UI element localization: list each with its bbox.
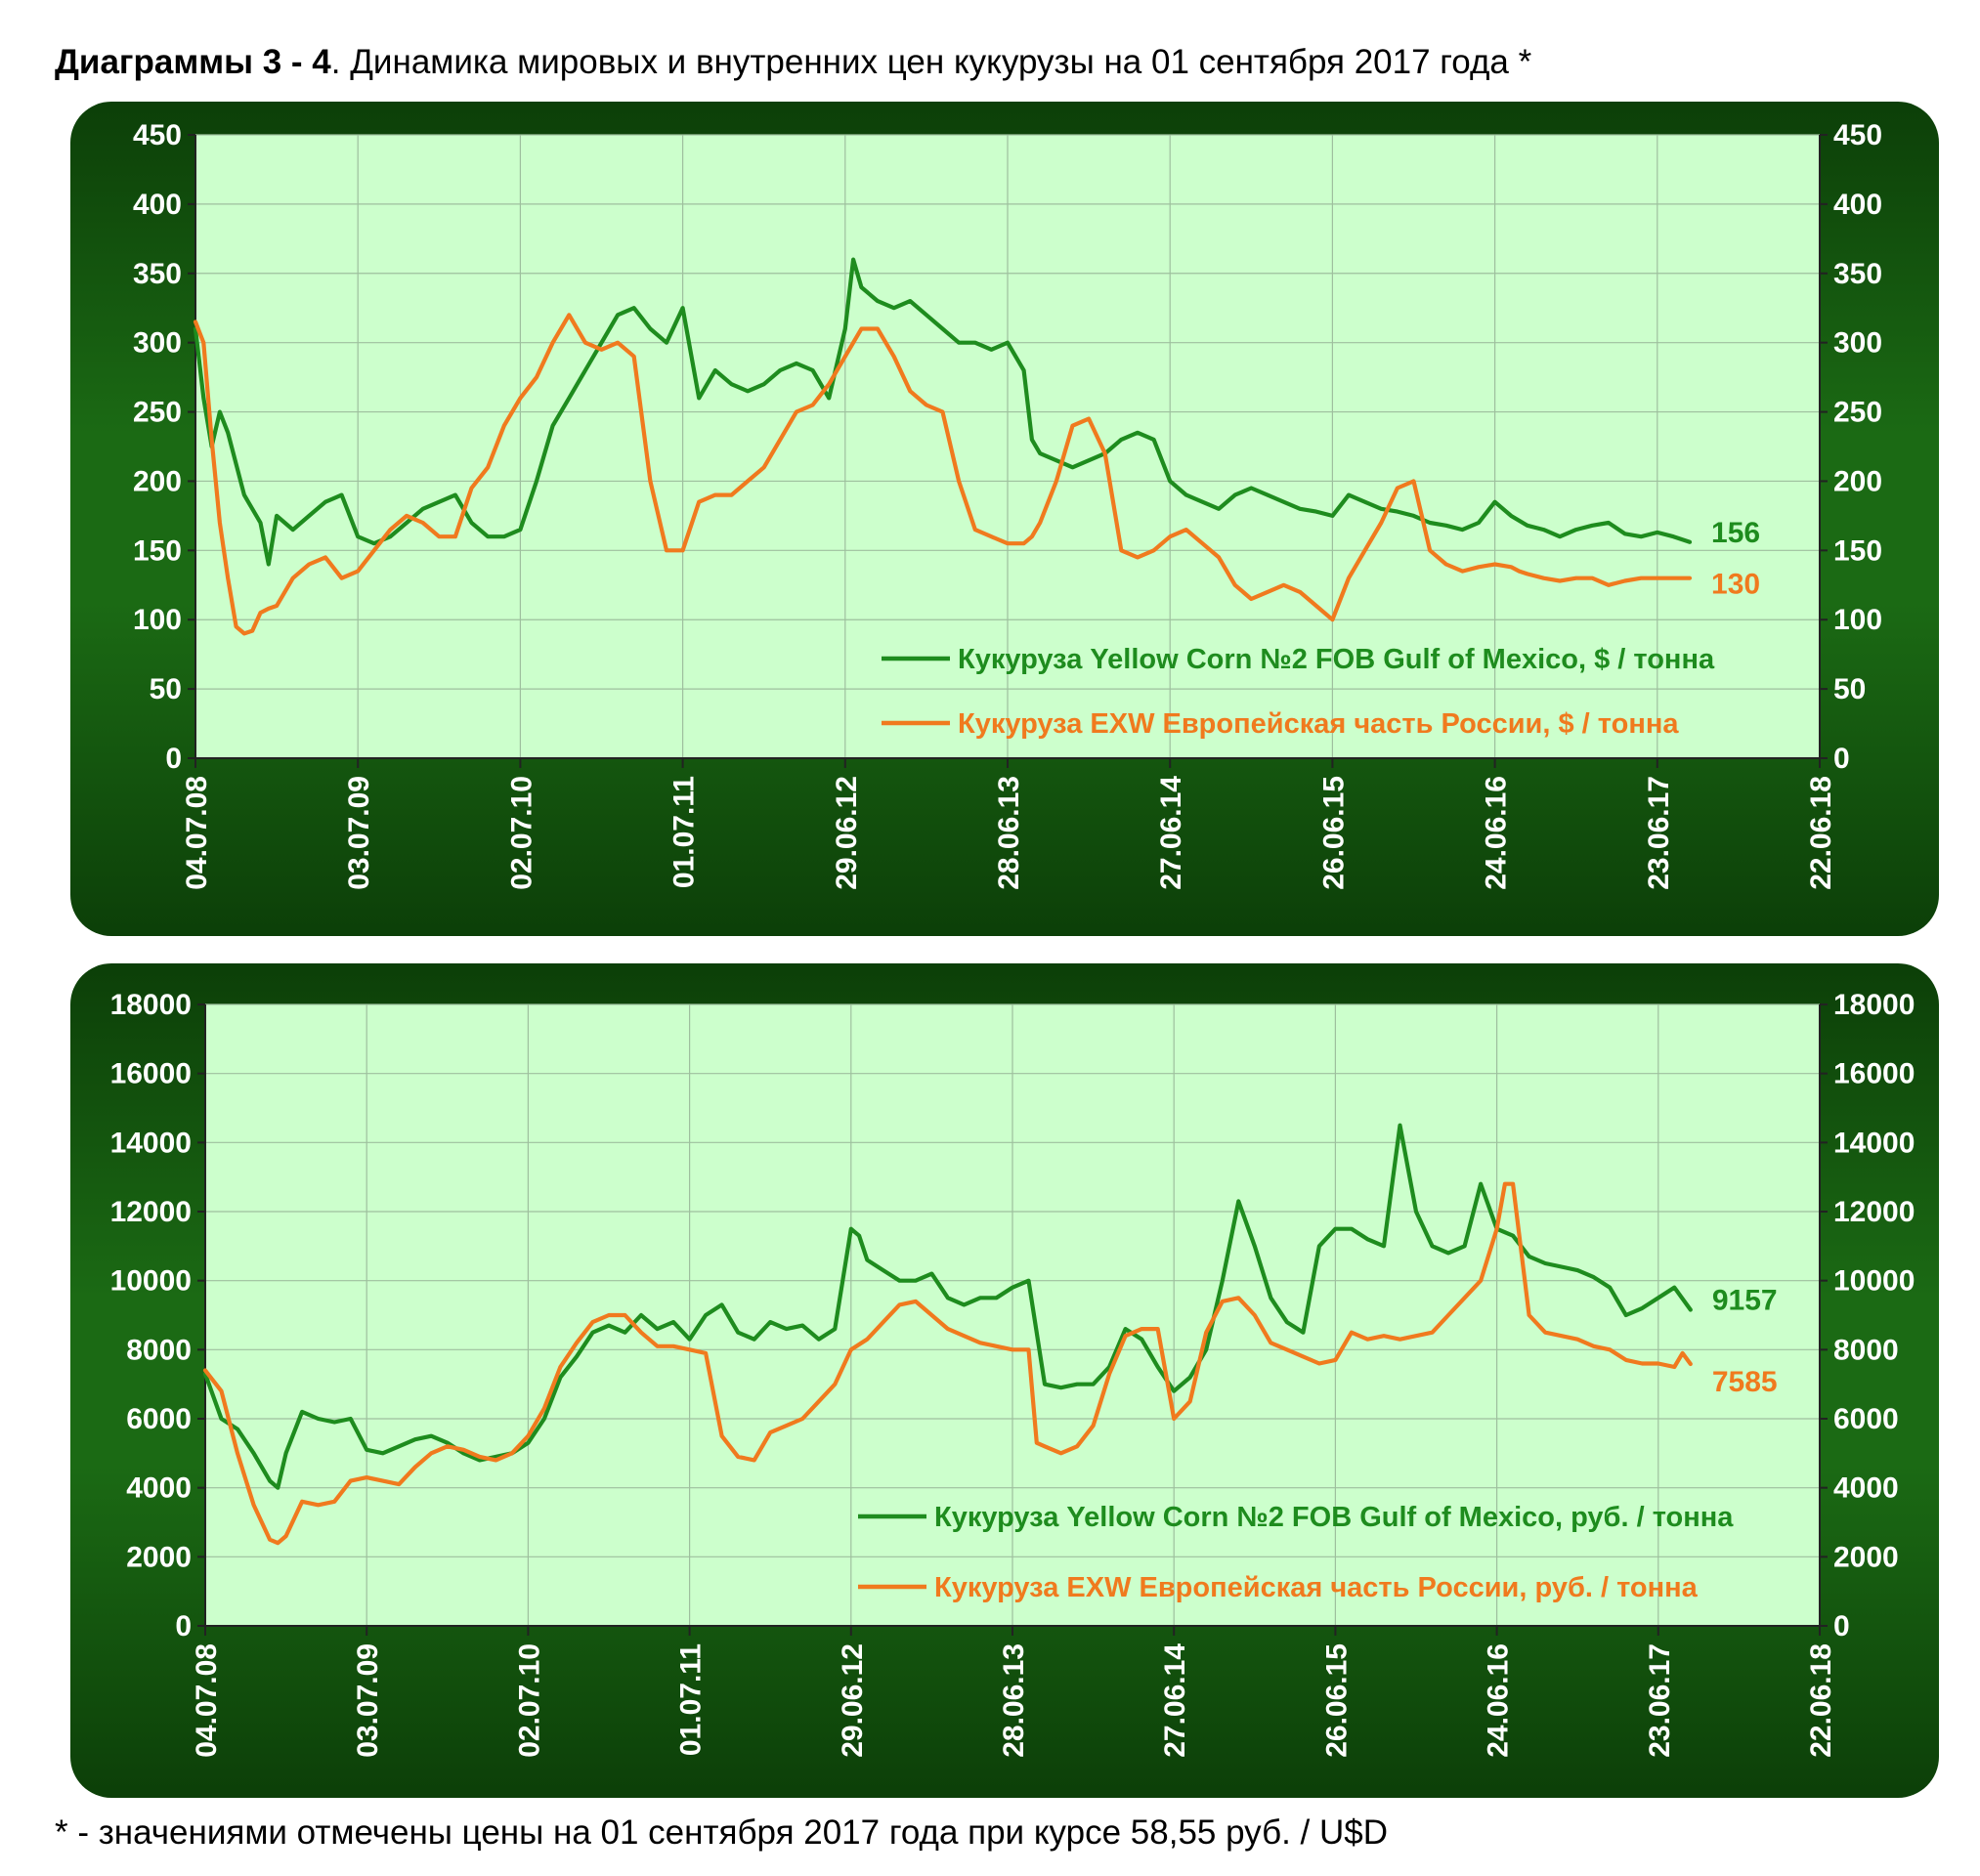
x-tick-label: 26.06.15 — [1320, 1643, 1353, 1758]
chart-panel-rub: 0 0 2000 2000 4000 4000 6000 6000 8000 8000 10000 1… — [70, 963, 1939, 1798]
chart-panel-usd: 0 0 50 50 100 100 150 150 200 200 250 250 300 300 350 3… — [70, 102, 1939, 936]
y-tick-label-right: 6000 — [1833, 1403, 1899, 1435]
x-tick-label: 22.06.18 — [1805, 776, 1837, 890]
y-tick-label-left: 10000 — [110, 1265, 192, 1298]
y-tick-label-right: 14000 — [1833, 1127, 1915, 1159]
y-tick-label-left: 0 — [165, 743, 182, 775]
x-tick-label: 01.07.11 — [675, 1643, 708, 1756]
y-tick-label-left: 350 — [133, 258, 182, 290]
y-tick-label-right: 8000 — [1833, 1334, 1899, 1366]
x-tick-label: 27.06.14 — [1155, 776, 1187, 890]
y-tick-label-right: 16000 — [1833, 1058, 1915, 1090]
y-tick-label-right: 200 — [1833, 465, 1882, 497]
end-value-label: 130 — [1711, 569, 1760, 601]
y-tick-label-left: 6000 — [126, 1403, 192, 1435]
x-tick-label: 22.06.18 — [1805, 1643, 1837, 1758]
y-tick-label-left: 150 — [133, 534, 182, 567]
end-value-label: 7585 — [1712, 1366, 1778, 1398]
y-tick-label-left: 14000 — [110, 1127, 192, 1159]
y-tick-label-left: 50 — [150, 673, 182, 705]
y-tick-label-right: 12000 — [1833, 1196, 1915, 1228]
end-value-label: 156 — [1711, 517, 1760, 549]
x-tick-label: 04.07.08 — [191, 1643, 223, 1758]
legend-label: Кукуруза Yellow Corn №2 FOB Gulf of Mexi… — [958, 644, 1715, 675]
y-tick-label-left: 16000 — [110, 1058, 192, 1090]
y-tick-label-left: 250 — [133, 397, 182, 429]
title-prefix: Диаграммы 3 - 4 — [55, 43, 331, 81]
x-tick-label: 03.07.09 — [352, 1643, 384, 1758]
legend-label: Кукуруза EXW Европейская часть России, р… — [934, 1572, 1699, 1603]
page-title: Диаграммы 3 - 4. Динамика мировых и внут… — [55, 43, 1531, 82]
title-text: . Динамика мировых и внутренних цен куку… — [331, 43, 1531, 81]
y-tick-label-left: 300 — [133, 327, 182, 360]
y-tick-label-left: 2000 — [126, 1541, 192, 1573]
y-tick-label-right: 400 — [1833, 189, 1882, 221]
x-tick-label: 27.06.14 — [1159, 1643, 1191, 1758]
y-tick-label-right: 4000 — [1833, 1472, 1899, 1505]
x-tick-label: 03.07.09 — [343, 776, 375, 890]
y-tick-label-left: 200 — [133, 465, 182, 497]
y-tick-label-left: 450 — [133, 119, 182, 151]
x-tick-label: 28.06.13 — [993, 776, 1025, 890]
x-tick-label: 02.07.10 — [505, 776, 538, 890]
y-tick-label-right: 0 — [1833, 743, 1850, 775]
end-value-label: 9157 — [1712, 1284, 1778, 1316]
y-tick-label-right: 0 — [1833, 1610, 1850, 1642]
x-tick-label: 29.06.12 — [831, 776, 863, 890]
y-tick-label-right: 50 — [1833, 673, 1866, 705]
y-tick-label-left: 8000 — [126, 1334, 192, 1366]
y-tick-label-right: 150 — [1833, 534, 1882, 567]
x-tick-label: 01.07.11 — [668, 776, 701, 888]
x-tick-label: 24.06.16 — [1481, 776, 1513, 890]
y-tick-label-right: 350 — [1833, 258, 1882, 290]
y-tick-label-right: 100 — [1833, 604, 1882, 636]
y-tick-label-left: 12000 — [110, 1196, 192, 1228]
legend-label: Кукуруза EXW Европейская часть России, $… — [958, 708, 1679, 740]
y-tick-label-right: 450 — [1833, 119, 1882, 151]
y-tick-label-right: 250 — [1833, 397, 1882, 429]
y-tick-label-right: 18000 — [1833, 989, 1915, 1021]
y-tick-label-left: 18000 — [110, 989, 192, 1021]
x-tick-label: 23.06.17 — [1643, 776, 1675, 890]
y-tick-label-left: 400 — [133, 189, 182, 221]
y-tick-label-left: 0 — [175, 1610, 192, 1642]
chart-rub: 0 0 2000 2000 4000 4000 6000 6000 8000 8000 10000 1… — [70, 963, 1939, 1798]
legend-label: Кукуруза Yellow Corn №2 FOB Gulf of Mexi… — [934, 1502, 1734, 1533]
x-tick-label: 04.07.08 — [181, 776, 213, 890]
y-tick-label-right: 10000 — [1833, 1265, 1915, 1298]
footnote: * - значениями отмечены цены на 01 сентя… — [55, 1813, 1388, 1853]
x-tick-label: 24.06.16 — [1483, 1643, 1515, 1758]
y-tick-label-right: 2000 — [1833, 1541, 1899, 1573]
y-tick-label-right: 300 — [1833, 327, 1882, 360]
x-tick-label: 29.06.12 — [837, 1643, 869, 1758]
x-tick-label: 26.06.15 — [1317, 776, 1350, 890]
x-tick-label: 28.06.13 — [998, 1643, 1030, 1758]
y-tick-label-left: 100 — [133, 604, 182, 636]
chart-usd: 0 0 50 50 100 100 150 150 200 200 250 250 300 300 350 3… — [70, 102, 1939, 936]
x-tick-label: 23.06.17 — [1644, 1643, 1676, 1758]
x-tick-label: 02.07.10 — [513, 1643, 545, 1758]
y-tick-label-left: 4000 — [126, 1472, 192, 1505]
